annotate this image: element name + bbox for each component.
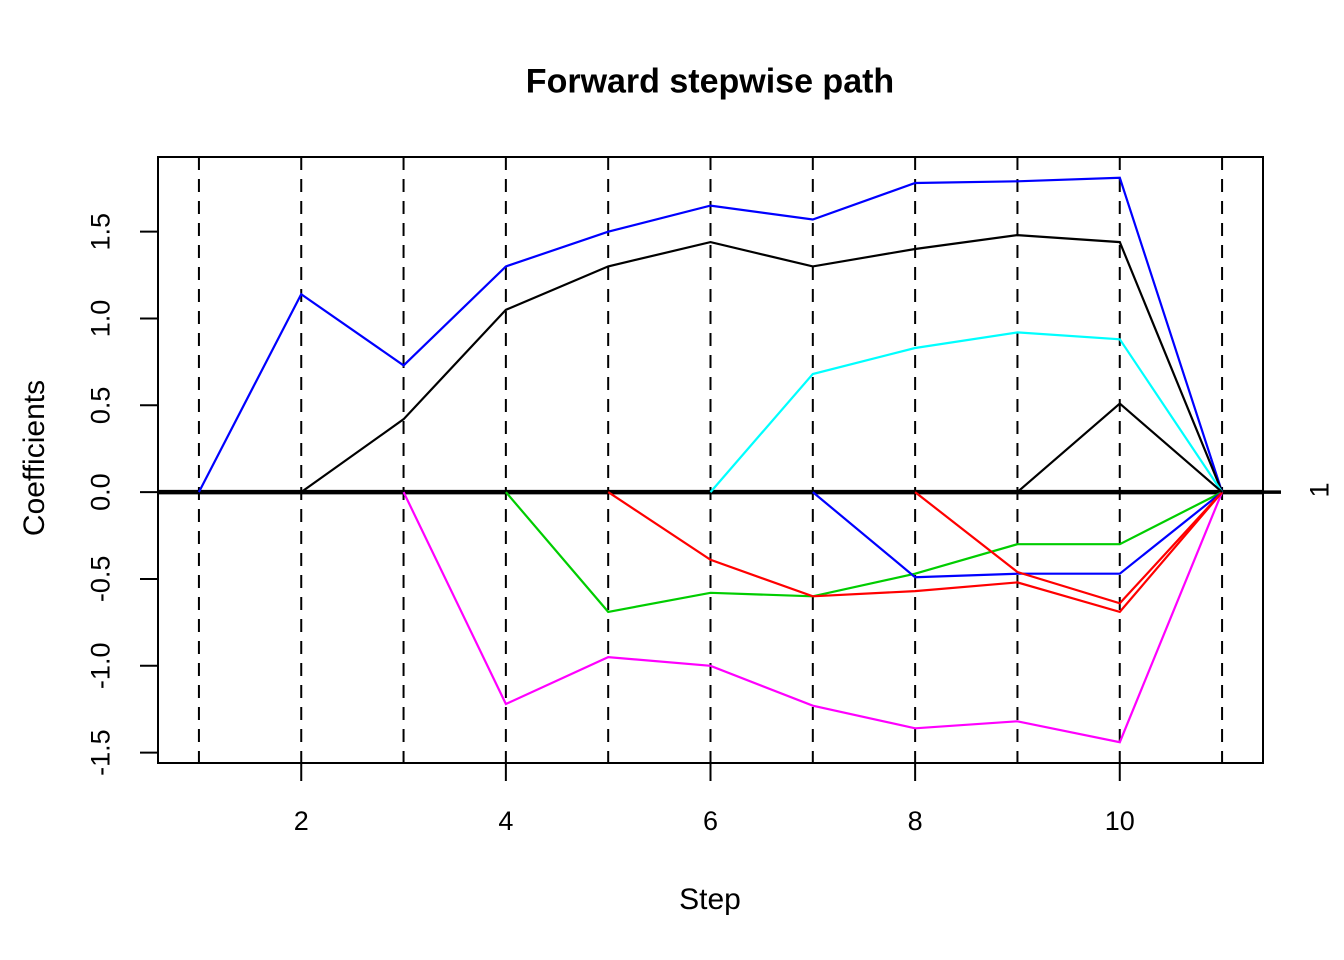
- series-line-path-black-2: [1016, 402, 1223, 493]
- y-tick-label: -1.0: [85, 643, 115, 690]
- series-line-path-red-1: [607, 491, 1223, 614]
- y-tick-label: 0.5: [85, 387, 115, 425]
- series-line-path-blue-1: [197, 176, 1224, 493]
- series-line-path-black-1: [300, 233, 1224, 493]
- x-axis-label: Step: [679, 883, 741, 916]
- x-tick-label: 10: [1105, 806, 1135, 836]
- y-tick-label: 1.5: [85, 213, 115, 251]
- y-tick-label: 1.0: [85, 300, 115, 338]
- y-tick-label: -1.5: [85, 729, 115, 776]
- x-tick-label: 4: [498, 806, 513, 836]
- chart-title: Forward stepwise path: [525, 62, 895, 101]
- right-axis-label: 1: [1304, 482, 1335, 498]
- series-line-path-red-2: [914, 491, 1223, 605]
- y-tick-label: -0.5: [85, 556, 115, 603]
- series-line-path-blue-2: [812, 491, 1223, 579]
- series-line-path-magenta: [402, 491, 1224, 744]
- x-tick-label: 2: [294, 806, 309, 836]
- series-line-path-green: [505, 491, 1223, 614]
- series-line-path-cyan: [709, 331, 1224, 493]
- x-tick-label: 8: [908, 806, 923, 836]
- x-tick-label: 6: [703, 806, 718, 836]
- y-tick-label: 0.0: [85, 473, 115, 511]
- y-axis-label: Coefficients: [18, 379, 51, 537]
